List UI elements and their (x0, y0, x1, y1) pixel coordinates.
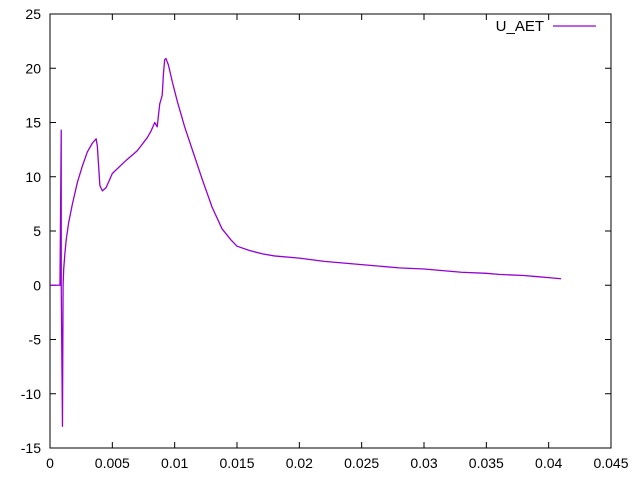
x-tick-label: 0.04 (535, 455, 562, 471)
y-tick-label: -5 (29, 332, 42, 348)
y-tick-label: 20 (25, 60, 41, 76)
x-tick-label: 0.03 (410, 455, 437, 471)
x-tick-label: 0.005 (95, 455, 130, 471)
y-tick-label: -10 (21, 386, 41, 402)
series-layer (50, 57, 562, 427)
x-tick-label: 0.045 (593, 455, 628, 471)
y-tick-label: 15 (25, 115, 41, 131)
y-tick-label: 5 (33, 223, 41, 239)
x-tick-label: 0 (46, 455, 54, 471)
x-tick-label: 0.015 (219, 455, 254, 471)
series-line (50, 57, 562, 427)
x-tick-label: 0.025 (344, 455, 379, 471)
legend: U_AET (496, 18, 596, 35)
y-tick-label: 0 (33, 277, 41, 293)
x-tick-label: 0.01 (161, 455, 188, 471)
x-tick-label: 0.02 (286, 455, 313, 471)
y-axis: -15 -10 -5 0 5 10 15 20 25 (21, 6, 611, 456)
y-tick-label: -15 (21, 440, 41, 456)
y-tick-label: 10 (25, 169, 41, 185)
x-tick-label: 0.035 (469, 455, 504, 471)
plot-frame (49, 13, 612, 449)
legend-label: U_AET (496, 18, 544, 35)
x-axis: 0 0.005 0.01 0.015 0.02 0.025 0.03 0.035 0.04 0.0… (46, 14, 629, 471)
y-tick-label: 25 (25, 6, 41, 22)
